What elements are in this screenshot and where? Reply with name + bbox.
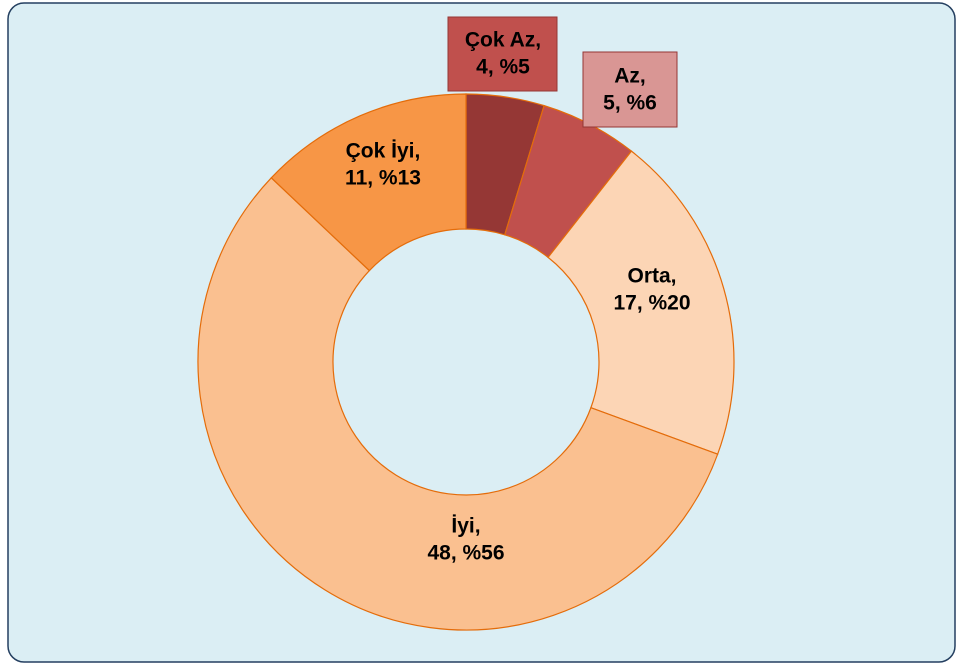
data-label-value: 48, %56	[427, 542, 504, 565]
data-label-category: İyi,	[451, 515, 480, 538]
data-label-value: 4, %5	[476, 56, 530, 79]
donut-slice	[547, 150, 735, 455]
data-label-category: Orta,	[627, 265, 676, 288]
label-box	[447, 16, 558, 92]
data-label-value: 11, %13	[345, 167, 421, 190]
donut-slice	[197, 176, 719, 631]
donut-slice	[270, 93, 467, 272]
data-label-category: Çok Az,	[465, 29, 541, 52]
data-label-value: 17, %20	[613, 292, 690, 315]
data-label-value: 5, %6	[603, 92, 657, 115]
label-box	[582, 51, 678, 128]
data-label-category: Az,	[614, 65, 646, 88]
data-label-category: Çok İyi,	[346, 140, 421, 163]
